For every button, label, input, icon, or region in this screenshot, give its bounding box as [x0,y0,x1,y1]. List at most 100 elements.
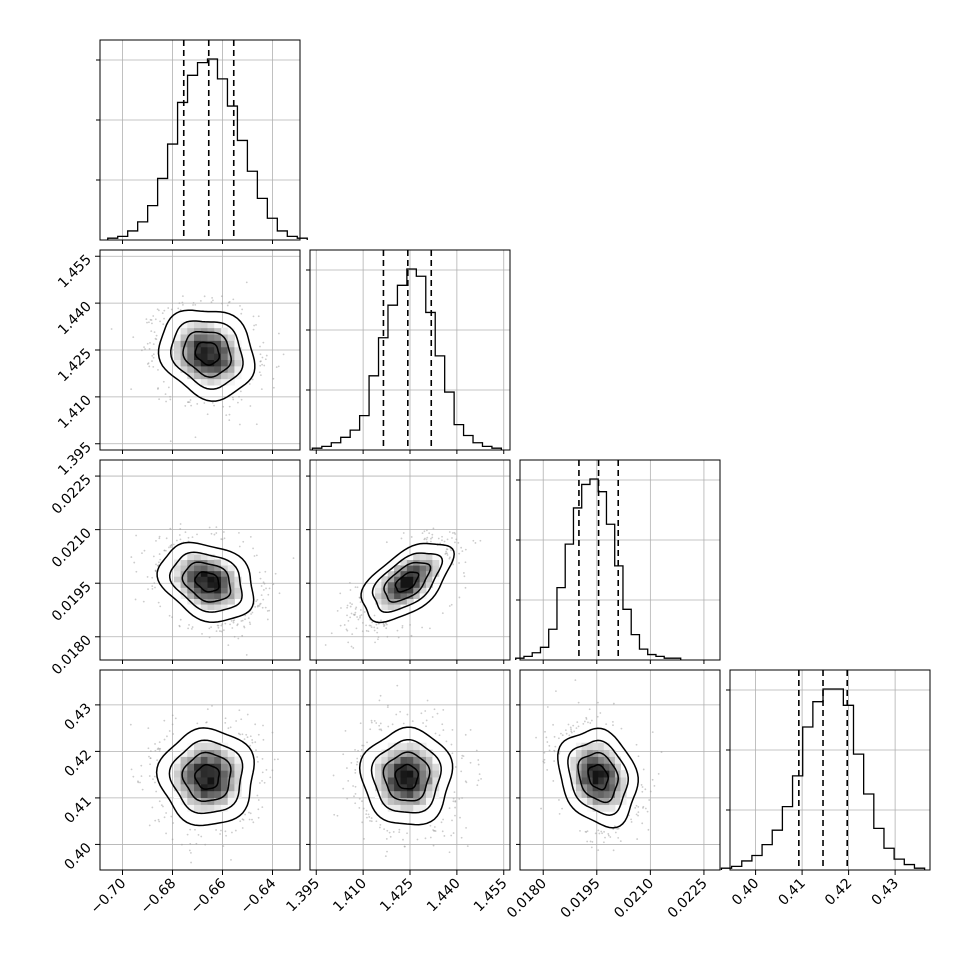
sample-point [165,832,167,835]
sample-point [132,336,135,339]
sample-point [350,612,353,615]
sample-point [455,538,458,541]
sample-point [232,398,235,401]
sample-point [211,296,214,299]
density-cell [207,321,215,329]
sample-point [366,741,368,744]
density-cell [419,553,427,561]
density-cell [581,797,588,805]
density-cell [173,783,182,792]
sample-point [177,307,180,310]
density-cell [214,587,222,594]
density-cell [200,776,208,785]
sample-point [179,527,182,530]
sample-point [137,780,139,783]
sample-point [333,813,336,816]
density-cell [227,790,235,799]
sample-point [375,820,378,823]
sample-point [421,532,424,535]
density-cell [400,581,408,588]
sample-point [149,763,151,766]
sample-point [251,741,254,744]
sample-point [262,581,265,584]
density-cell [581,749,588,757]
sample-point [158,535,161,538]
sample-point [570,728,572,731]
density-cell [227,576,235,583]
sample-point [219,630,221,632]
density-cell [598,756,605,764]
density-cell [570,770,577,778]
sample-point [448,531,451,533]
sample-point [558,812,561,815]
sample-point [589,722,592,724]
sample-point [588,708,591,711]
sample-point [585,831,588,833]
density-cell [207,334,215,341]
sample-point [261,356,264,359]
sample-point [587,721,589,724]
density-cell [220,353,229,360]
sample-point [420,712,423,715]
density-cell [413,804,421,812]
sample-point [205,721,208,724]
sample-point [657,773,660,775]
sample-point [262,341,265,344]
sample-point [401,624,404,627]
sample-point [386,850,388,853]
density-cell [187,763,195,771]
density-cell [413,581,421,588]
sample-point [383,624,386,627]
sample-point [612,724,614,727]
sample-point [158,561,160,564]
sample-point [133,561,136,564]
density-cell [413,749,421,757]
sample-point [637,814,639,817]
density-cell [419,776,427,785]
sample-point [567,723,570,726]
sample-point [190,861,192,864]
sample-point [348,581,351,584]
sample-point [465,781,468,784]
sample-point [148,347,151,350]
sample-point [178,534,181,536]
sample-point [154,586,156,589]
density-cell [234,581,242,588]
sample-point [425,529,428,532]
sample-point [260,388,263,391]
sample-point [226,304,229,307]
density-cell [394,604,401,611]
density-cell [587,770,594,778]
sample-point [386,706,389,709]
sample-point [152,365,155,368]
sample-point [410,536,413,538]
sample-point [239,733,242,736]
sample-point [410,634,413,637]
density-cell [200,804,208,812]
sample-point [253,555,256,557]
sample-point [374,641,376,644]
density-cell [387,770,395,778]
sample-point [616,827,619,830]
density-cell [214,598,222,605]
sample-point [252,547,254,550]
sample-point [560,732,562,735]
sample-point [184,405,187,407]
sample-point [152,356,155,359]
contour-line [156,541,255,624]
sample-point [442,818,445,821]
scatter-panel-3-0 [99,669,301,871]
density-cell [180,770,188,778]
sample-point [336,814,339,817]
sample-point [239,820,242,823]
x-tick-label: 0.42 [822,876,855,909]
sample-point [252,821,255,824]
density-cell [400,763,408,771]
sample-point [261,806,264,809]
density-cell [214,570,222,577]
sample-point [378,724,381,727]
sample-point [346,604,349,607]
density-cell [614,756,621,764]
sample-point [154,570,157,573]
